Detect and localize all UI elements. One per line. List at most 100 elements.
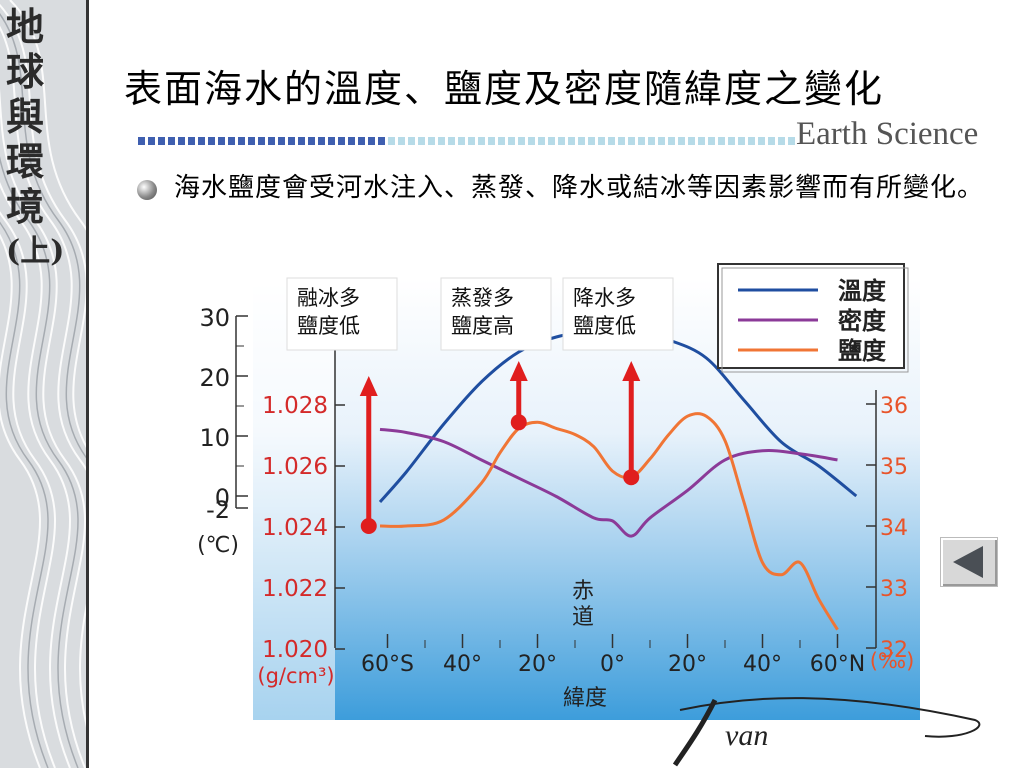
underline-dash [218, 137, 225, 145]
x-tick-label: 20° [518, 652, 557, 677]
underline-dash [558, 137, 565, 145]
x-tick-label: 60°N [810, 652, 865, 677]
underline-dash [478, 137, 485, 145]
underline-dash [378, 137, 385, 145]
underline-dash [328, 137, 335, 145]
underline-dash [598, 137, 605, 145]
density-tick-label: 1.028 [262, 393, 328, 419]
salinity-unit: (‰) [870, 649, 915, 673]
underline-dash [588, 137, 595, 145]
underline-dash [438, 137, 445, 145]
legend-label: 鹽度 [838, 337, 887, 365]
underline-dash [758, 137, 765, 145]
sidebar: 地 球 與 環 境 (上) [0, 0, 89, 768]
x-tick-label: 0° [600, 652, 625, 677]
author-signature: van [672, 697, 981, 767]
underline-dash [648, 137, 655, 145]
annotation-box [286, 277, 398, 351]
underline-dash [658, 137, 665, 145]
underline-dash [488, 137, 495, 145]
equator-label: 赤 [572, 579, 594, 604]
underline-dash [518, 137, 525, 145]
underline-dash [408, 137, 415, 145]
signature-text: van [725, 719, 768, 752]
underline-dash [778, 137, 785, 145]
underline-dash [418, 137, 425, 145]
underline-dash [548, 137, 555, 145]
wave-pattern [0, 0, 86, 768]
underline-dash [168, 137, 175, 145]
left-axis-panel [253, 278, 335, 720]
book-title-char: 地 [6, 4, 45, 49]
temperature-tick-label: 30 [199, 304, 230, 332]
underline-dash [738, 137, 745, 145]
underline-dash [358, 137, 365, 145]
density-tick-label: 1.022 [262, 576, 328, 602]
brand-label: Earth Science [796, 116, 979, 152]
density-tick-label: 1.026 [262, 454, 328, 480]
underline-dash [578, 137, 585, 145]
temperature-tick-label: 0 [215, 484, 230, 512]
annotation-text: 鹽度高 [451, 314, 514, 338]
underline-dash [458, 137, 465, 145]
annotation-text: 鹽度低 [573, 314, 636, 338]
annotation-box [440, 277, 552, 351]
triangle-left-icon [953, 546, 983, 578]
underline-dash [298, 137, 305, 145]
density-tick-label: 1.020 [262, 637, 328, 663]
underline-dash [508, 137, 515, 145]
underline-dash [428, 137, 435, 145]
annotation-text: 鹽度低 [297, 314, 360, 338]
legend-label: 密度 [838, 307, 887, 335]
underline-dash [208, 137, 215, 145]
underline-dash [638, 137, 645, 145]
x-tick-label: 40° [443, 652, 482, 677]
bullet-icon [137, 180, 157, 200]
underline-dash [468, 137, 475, 145]
annotation-arrow-head [622, 361, 641, 381]
book-title-char: 球 [6, 49, 45, 94]
underline-dash [158, 137, 165, 145]
underline-dash [388, 137, 395, 145]
density-tick-label: 1.024 [262, 515, 328, 541]
book-title-char: 環 [6, 139, 45, 184]
x-tick-label: 40° [743, 652, 782, 677]
annotation-point [623, 469, 640, 486]
annotation-box [562, 277, 674, 351]
underline-dash [538, 137, 545, 145]
underline-dash [718, 137, 725, 145]
underline-dash [368, 137, 375, 145]
salinity-tick-label: 33 [880, 577, 908, 602]
underline-dash [278, 137, 285, 145]
legend-label: 溫度 [838, 277, 887, 305]
underline-dash [308, 137, 315, 145]
underline-dash [618, 137, 625, 145]
underline-dash [338, 137, 345, 145]
underline-dash [708, 137, 715, 145]
series-line-density [379, 427, 838, 538]
underline-dash [348, 137, 355, 145]
underline-dash [138, 137, 145, 145]
underline-dash [498, 137, 505, 145]
underline-dash [628, 137, 635, 145]
underline-dash [678, 137, 685, 145]
underline-dash [768, 137, 775, 145]
underline-dash [688, 137, 695, 145]
underline-dash [188, 137, 195, 145]
temperature-tick-label: 20 [199, 364, 230, 392]
underline-dash [748, 137, 755, 145]
back-button[interactable] [940, 537, 998, 587]
salinity-tick-label: 32 [880, 638, 908, 663]
underline-dash [608, 137, 615, 145]
annotation-arrow-head [509, 361, 528, 381]
annotation-text: 蒸發多 [451, 286, 514, 310]
underline-dash [448, 137, 455, 145]
book-title-char: 境 [6, 184, 45, 229]
underline-dash [698, 137, 705, 145]
salinity-tick-label: 35 [880, 455, 908, 480]
annotation-arrow-head [359, 376, 378, 396]
temperature-tick-label: -2 [206, 496, 230, 524]
underline-dash [238, 137, 245, 145]
